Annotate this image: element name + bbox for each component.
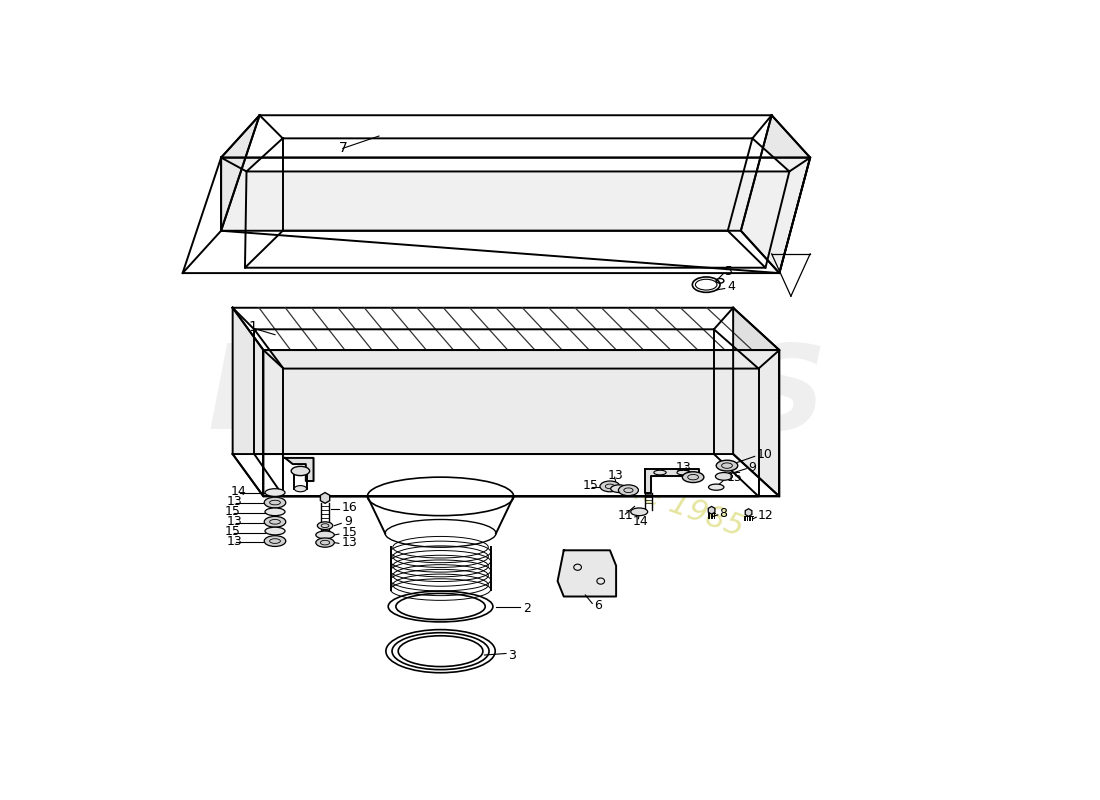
- Text: 3: 3: [508, 650, 516, 662]
- Ellipse shape: [716, 460, 738, 471]
- Text: 2: 2: [522, 602, 531, 614]
- Polygon shape: [645, 470, 698, 493]
- Ellipse shape: [264, 497, 286, 508]
- Ellipse shape: [264, 536, 286, 546]
- Ellipse shape: [618, 485, 638, 496]
- Text: 14: 14: [231, 485, 246, 498]
- Ellipse shape: [318, 522, 332, 530]
- Ellipse shape: [292, 466, 310, 476]
- Polygon shape: [233, 308, 264, 496]
- Text: 9: 9: [749, 461, 757, 474]
- Text: 6: 6: [594, 599, 603, 612]
- Ellipse shape: [610, 485, 628, 493]
- Polygon shape: [183, 230, 779, 273]
- Text: 15: 15: [224, 506, 241, 518]
- Text: 7: 7: [339, 142, 348, 155]
- Ellipse shape: [264, 517, 286, 527]
- Text: 15: 15: [342, 526, 358, 539]
- Text: EUROPES: EUROPES: [208, 339, 827, 454]
- Polygon shape: [264, 350, 779, 496]
- Ellipse shape: [715, 473, 733, 480]
- Text: 11: 11: [618, 509, 634, 522]
- Polygon shape: [233, 454, 779, 496]
- Text: 9: 9: [344, 515, 352, 528]
- Ellipse shape: [265, 527, 285, 535]
- Polygon shape: [733, 308, 779, 496]
- Text: 13: 13: [676, 461, 692, 474]
- Text: 1: 1: [249, 320, 257, 334]
- Text: a passion for Porsche 1985: a passion for Porsche 1985: [349, 374, 748, 542]
- Ellipse shape: [630, 508, 648, 516]
- Ellipse shape: [294, 486, 307, 492]
- Polygon shape: [221, 115, 810, 158]
- Ellipse shape: [316, 538, 334, 547]
- Ellipse shape: [265, 489, 285, 496]
- Ellipse shape: [682, 472, 704, 482]
- Polygon shape: [558, 550, 616, 597]
- Polygon shape: [246, 138, 790, 171]
- Text: 12: 12: [758, 509, 773, 522]
- Text: 13: 13: [227, 515, 242, 528]
- Text: 13: 13: [227, 534, 242, 547]
- Polygon shape: [741, 115, 810, 273]
- Ellipse shape: [265, 508, 285, 516]
- Text: 15: 15: [583, 479, 598, 492]
- Text: 10: 10: [757, 448, 772, 462]
- Text: 15: 15: [727, 471, 742, 485]
- Text: 13: 13: [227, 495, 242, 508]
- Polygon shape: [221, 158, 810, 273]
- Text: 16: 16: [342, 502, 358, 514]
- Polygon shape: [221, 115, 260, 230]
- Polygon shape: [245, 230, 766, 268]
- Text: 5: 5: [726, 265, 734, 278]
- Polygon shape: [285, 458, 314, 481]
- Text: 15: 15: [224, 526, 241, 538]
- Polygon shape: [233, 308, 779, 350]
- Ellipse shape: [600, 481, 620, 492]
- Ellipse shape: [708, 484, 724, 490]
- Text: 14: 14: [634, 514, 649, 527]
- Text: 4: 4: [727, 281, 735, 294]
- Text: 13: 13: [342, 536, 358, 549]
- Text: 13: 13: [607, 469, 624, 482]
- Ellipse shape: [316, 531, 334, 538]
- Text: 8: 8: [719, 507, 727, 520]
